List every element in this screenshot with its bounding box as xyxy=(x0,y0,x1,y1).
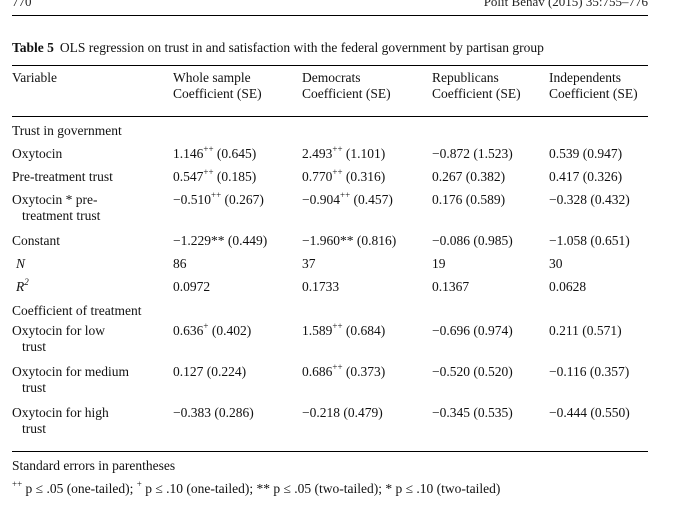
cell: −0.086 (0.985) xyxy=(432,233,513,248)
header-bottom-rule xyxy=(12,116,648,117)
cell: 1.146++ (0.645) xyxy=(173,143,257,161)
note-significance: ++ p ≤ .05 (one-tailed); + p ≤ .10 (one-… xyxy=(12,478,501,496)
cell: 1.589++ (0.684) xyxy=(302,320,386,338)
cell: 0.1367 xyxy=(432,279,470,294)
cell: 2.493++ (1.101) xyxy=(302,143,386,161)
row-label: Oxytocin for medium trust xyxy=(12,364,129,395)
col-header-variable: Variable xyxy=(12,70,57,85)
cell: −0.510++ (0.267) xyxy=(173,189,264,207)
cell: 19 xyxy=(432,256,446,271)
cell: 0.211 (0.571) xyxy=(549,323,622,338)
table-row: Pre-treatment trust 0.547++ (0.185) 0.77… xyxy=(12,166,648,192)
table-row-n: N 86 37 19 30 xyxy=(12,256,648,279)
cell: −0.872 (1.523) xyxy=(432,146,513,161)
cell: 0.0972 xyxy=(173,279,211,294)
header-rule xyxy=(12,15,648,16)
cell: −0.116 (0.357) xyxy=(549,364,630,379)
col-header-democrats: Democrats Coefficient (SE) xyxy=(302,70,391,101)
section-title-trust: Trust in government xyxy=(12,123,122,138)
note-standard-errors: Standard errors in parentheses xyxy=(12,458,176,473)
cell: 0.267 (0.382) xyxy=(432,169,506,184)
row-label-r2: R2 xyxy=(16,276,29,294)
cell: 0.547++ (0.185) xyxy=(173,166,257,184)
cell: −1.058 (0.651) xyxy=(549,233,630,248)
table-row: Oxytocin for medium trust 0.127 (0.224) 0… xyxy=(12,361,648,405)
cell: −0.328 (0.432) xyxy=(549,192,630,207)
row-label-n: N xyxy=(16,256,26,271)
cell: 0.539 (0.947) xyxy=(549,146,623,161)
section-row-treatment: Coefficient of treatment xyxy=(12,302,648,323)
cell: 30 xyxy=(549,256,563,271)
row-label: Constant xyxy=(12,233,61,248)
row-label: Pre-treatment trust xyxy=(12,169,113,184)
col-header-independents: Independents Coefficient (SE) xyxy=(549,70,638,101)
cell: −0.520 (0.520) xyxy=(432,364,513,379)
cell: −0.218 (0.479) xyxy=(302,405,383,420)
table-row-r2: R2 0.0972 0.1733 0.1367 0.0628 xyxy=(12,276,648,302)
table-row: Oxytocin for low trust 0.636+ (0.402) 1.5… xyxy=(12,320,648,364)
cell: 0.1733 xyxy=(302,279,340,294)
table-row: Oxytocin * pre-treatment trust −0.510++ … xyxy=(12,189,648,233)
cell: 0.0628 xyxy=(549,279,587,294)
cell: −1.960** (0.816) xyxy=(302,233,397,248)
cell: 86 xyxy=(173,256,187,271)
table-title: OLS regression on trust in and satisfact… xyxy=(59,40,544,55)
cell: −0.444 (0.550) xyxy=(549,405,630,420)
section-title-treatment: Coefficient of treatment xyxy=(12,303,142,318)
ols-regression-table: Variable Whole sample Coefficient (SE) De… xyxy=(12,70,648,446)
cell: 0.417 (0.326) xyxy=(549,169,623,184)
table-row: Oxytocin for high trust −0.383 (0.286) −0… xyxy=(12,405,648,446)
col-header-whole-sample: Whole sample Coefficient (SE) xyxy=(173,70,262,101)
row-label: Oxytocin xyxy=(12,146,63,161)
row-label: Oxytocin * pre-treatment trust xyxy=(12,192,101,223)
page-number: 770 xyxy=(12,0,32,9)
cell: −0.696 (0.974) xyxy=(432,323,513,338)
cell: −0.904++ (0.457) xyxy=(302,189,393,207)
row-label: Oxytocin for high trust xyxy=(12,405,109,436)
table-label: Table 5 xyxy=(12,40,54,55)
table-top-rule xyxy=(12,65,648,66)
cell: −0.383 (0.286) xyxy=(173,405,254,420)
table-row: Constant −1.229** (0.449) −1.960** (0.81… xyxy=(12,233,648,256)
table-bottom-rule xyxy=(12,451,648,452)
cell: 0.636+ (0.402) xyxy=(173,320,252,338)
cell: −0.345 (0.535) xyxy=(432,405,513,420)
cell: 0.176 (0.589) xyxy=(432,192,506,207)
cell: −1.229** (0.449) xyxy=(173,233,268,248)
table-caption: Table 5 OLS regression on trust in and sa… xyxy=(12,40,544,56)
cell: 37 xyxy=(302,256,316,271)
cell: 0.127 (0.224) xyxy=(173,364,247,379)
row-label: Oxytocin for low trust xyxy=(12,323,105,354)
table-notes: Standard errors in parentheses ++ p ≤ .0… xyxy=(12,458,500,497)
cell: 0.770++ (0.316) xyxy=(302,166,386,184)
section-row-trust: Trust in government xyxy=(12,114,648,146)
table-row: Oxytocin 1.146++ (0.645) 2.493++ (1.101)… xyxy=(12,143,648,169)
journal-citation: Polit Behav (2015) 35:755–776 xyxy=(483,0,648,9)
cell: 0.686++ (0.373) xyxy=(302,361,386,379)
table-header-row: Variable Whole sample Coefficient (SE) De… xyxy=(12,70,648,114)
running-head: 770 Polit Behav (2015) 35:755–776 xyxy=(12,0,648,10)
col-header-republicans: Republicans Coefficient (SE) xyxy=(432,70,521,101)
